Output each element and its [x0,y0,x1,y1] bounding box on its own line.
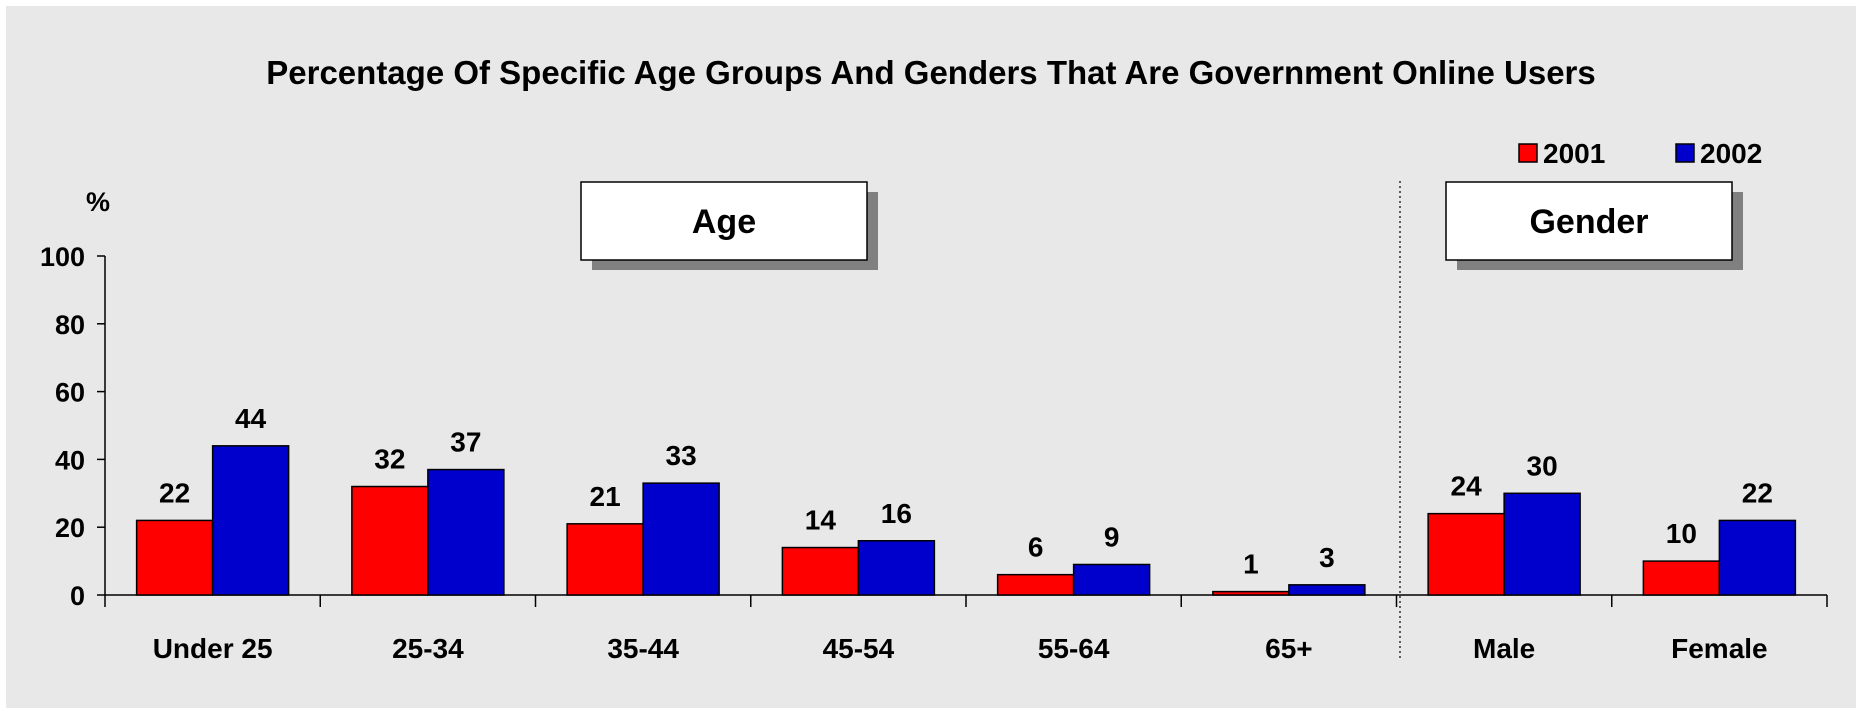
data-label: 16 [881,498,912,529]
bar-2001-male [1427,512,1505,596]
data-label: 32 [374,444,405,475]
group-box-age: Age [580,181,878,270]
bar-2001-65+ [1212,590,1290,596]
bar-2002-35-44 [642,482,720,596]
bar-2001-female [1642,560,1721,596]
group-box-age-frame [580,181,868,261]
data-label: 1 [1243,549,1259,580]
data-label: 44 [235,403,267,434]
x-category-label: Under 25 [153,633,273,664]
data-label: 37 [450,427,481,458]
y-tick-label: 80 [55,310,85,340]
group-label-gender: Gender [1529,203,1648,241]
bars [135,445,1797,596]
group-box-gender: Gender [1445,181,1743,270]
y-tick-label: 40 [55,445,85,475]
bar-chart: Percentage Of Specific Age Groups And Ge… [40,54,1828,664]
y-axis-unit-label: % [86,187,110,217]
data-label: 24 [1451,471,1483,502]
x-category-label: 65+ [1265,633,1313,664]
data-label: 22 [1742,477,1773,508]
group-box-gender-frame [1445,181,1733,261]
bar-2002-female [1718,519,1797,596]
bar-2002-male [1503,492,1581,596]
x-category-label: Female [1671,633,1768,664]
bar-2002-65+ [1288,584,1366,596]
bar-2001-under-25 [135,519,214,596]
x-category-label: 35-44 [607,633,679,664]
x-category-label: 45-54 [823,633,895,664]
bar-2002-under-25 [211,445,290,596]
bar-2001-25-34 [351,485,429,596]
legend: 2001 2002 [1518,138,1762,169]
bar-2001-55-64 [996,573,1075,596]
bar-2001-45-54 [781,546,860,596]
legend-label-2001: 2001 [1543,138,1605,169]
data-label: 3 [1319,542,1335,573]
legend-swatch-2002 [1675,143,1695,163]
data-label: 21 [590,481,621,512]
group-label-age: Age [692,203,756,241]
bar-2002-25-34 [427,468,505,596]
y-tick-label: 100 [40,242,85,272]
data-label: 10 [1666,518,1697,549]
chart-panel: Percentage Of Specific Age Groups And Ge… [6,6,1856,708]
bar-2001-35-44 [566,523,644,596]
chart-title: Percentage Of Specific Age Groups And Ge… [266,54,1596,91]
data-label: 9 [1104,521,1120,552]
data-label: 33 [666,440,697,471]
y-tick-label: 60 [55,378,85,408]
x-category-label: Male [1473,633,1535,664]
data-label: 22 [159,477,190,508]
bar-2002-55-64 [1072,563,1151,596]
data-label: 6 [1028,532,1044,563]
bar-2002-45-54 [857,540,936,596]
x-category-label: 55-64 [1038,633,1110,664]
x-category-label: 25-34 [392,633,464,664]
y-tick-label: 20 [55,513,85,543]
data-label: 30 [1527,450,1558,481]
legend-label-2002: 2002 [1700,138,1762,169]
y-tick-label: 0 [70,581,85,611]
data-label: 14 [805,505,837,536]
legend-swatch-2001 [1518,143,1538,163]
